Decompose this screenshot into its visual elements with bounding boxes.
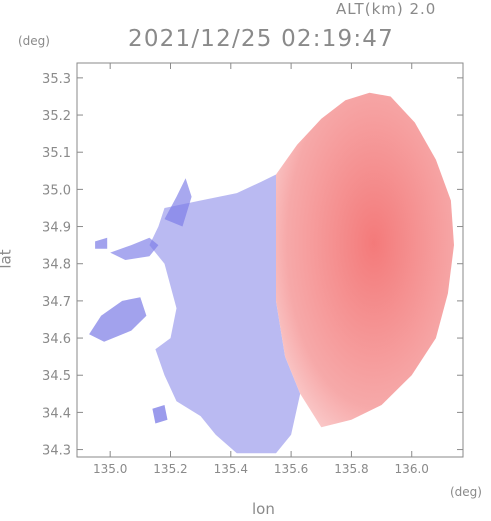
y-tick-label: 34.9 bbox=[42, 221, 71, 236]
echo-region-main-blue-echo bbox=[149, 174, 301, 454]
echo-region-blue-echo-south-fragment bbox=[152, 405, 168, 424]
x-axis-label: lon bbox=[252, 500, 275, 518]
y-tick-label: 34.6 bbox=[42, 332, 71, 347]
y-tick-label: 34.7 bbox=[42, 295, 71, 310]
y-tick-label: 34.3 bbox=[42, 444, 71, 459]
y-tick-label: 34.4 bbox=[42, 406, 71, 421]
x-tick-label: 136.0 bbox=[395, 462, 429, 476]
echo-region-blue-echo-west-dot bbox=[95, 237, 108, 249]
x-axis-unit: (deg) bbox=[450, 485, 482, 499]
x-axis-ticks: 135.0 135.2 135.4 135.6 135.8 136.0 bbox=[93, 63, 429, 476]
y-axis-ticks: 34.3 34.4 34.5 34.6 34.7 34.8 34.9 35.0 35.1 35.2… bbox=[42, 72, 463, 459]
echo-region-blue-echo-north-spike bbox=[164, 178, 192, 227]
y-tick-label: 34.8 bbox=[42, 258, 71, 273]
x-tick-label: 135.8 bbox=[334, 462, 368, 476]
echo-region-main-red-echo bbox=[276, 92, 454, 428]
echo-region-blue-echo-southwest bbox=[89, 297, 147, 342]
y-tick-label: 35.2 bbox=[42, 109, 71, 124]
altitude-label: ALT(km) 2.0 bbox=[336, 0, 437, 18]
x-tick-label: 135.4 bbox=[214, 462, 248, 476]
y-tick-label: 35.1 bbox=[42, 146, 71, 161]
y-tick-label: 34.5 bbox=[42, 369, 71, 384]
x-tick-label: 135.0 bbox=[93, 462, 127, 476]
echo-region-blue-echo-west-band bbox=[110, 237, 159, 260]
x-tick-label: 135.6 bbox=[274, 462, 308, 476]
x-tick-label: 135.2 bbox=[153, 462, 187, 476]
plot-frame bbox=[76, 62, 464, 458]
echo-regions bbox=[89, 92, 454, 454]
y-tick-label: 35.0 bbox=[42, 183, 71, 198]
y-tick-label: 35.3 bbox=[42, 72, 71, 87]
y-axis-unit: (deg) bbox=[18, 34, 50, 48]
datetime-title: 2021/12/25 02:19:47 bbox=[128, 26, 394, 52]
